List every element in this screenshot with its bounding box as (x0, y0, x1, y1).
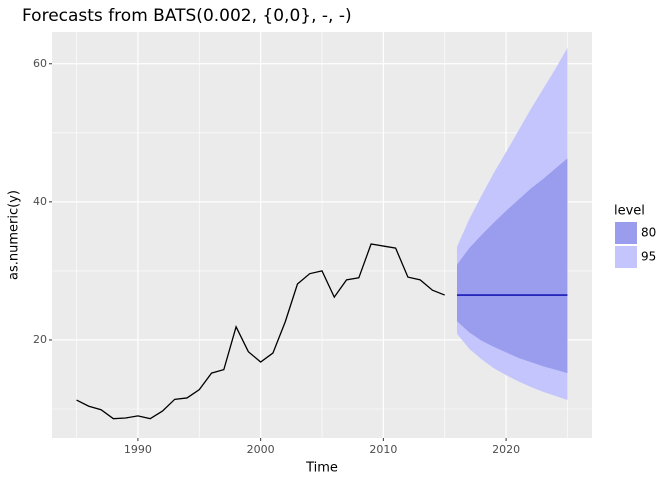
x-tick-label: 2010 (369, 443, 397, 456)
y-tick-label: 20 (33, 333, 47, 346)
chart-title: Forecasts from BATS(0.002, {0,0}, -, -) (22, 6, 352, 26)
x-tick-label: 2000 (247, 443, 275, 456)
x-tick-label: 1990 (124, 443, 152, 456)
interval-band (457, 158, 568, 374)
legend-key (615, 246, 637, 268)
y-tick-label: 60 (33, 57, 47, 70)
legend-label: 80 (641, 226, 656, 240)
history-line (76, 243, 445, 420)
legend-title: level (614, 204, 645, 219)
y-tick-label: 40 (33, 195, 47, 208)
legend-label: 95 (641, 250, 656, 264)
x-tick-label: 2020 (492, 443, 520, 456)
legend-key (615, 222, 637, 244)
x-axis-title: Time (305, 461, 338, 476)
y-axis-title: as.numeric(y) (7, 190, 22, 280)
